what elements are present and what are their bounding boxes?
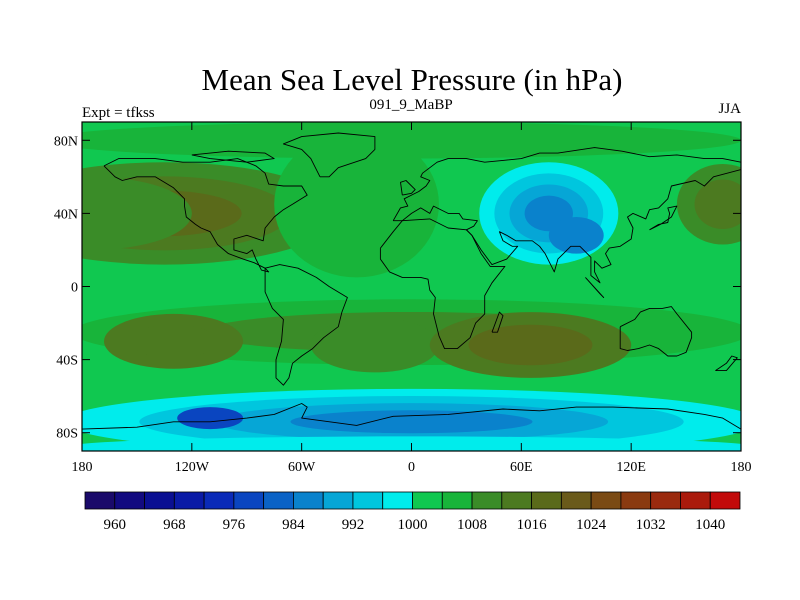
arctic-ridge-band (82, 122, 741, 159)
coastline (282, 132, 376, 178)
subtitle-left: Expt = tfkss (82, 105, 155, 121)
colorbar-swatch (560, 491, 592, 510)
colorbar-swatch (709, 491, 741, 510)
y-tick-label: 40S (56, 354, 78, 369)
colorbar-label: 1040 (695, 517, 725, 533)
colorbar-swatch (144, 491, 175, 510)
coastline (103, 158, 308, 273)
colorbar: 960 968 976 984 992 1000 1008 1016 1024 1032 1040 (84, 491, 741, 533)
colorbar-label: 1032 (636, 517, 666, 533)
colorbar-swatch (531, 491, 562, 510)
subtitle-right: JJA (718, 101, 741, 117)
coastline (379, 218, 506, 350)
x-tick-label: 60E (510, 460, 533, 475)
y-axis: 80N 40N 0 40S 80S (54, 134, 741, 442)
indian-ocean-high-band (468, 324, 593, 366)
colorbar-swatch (620, 491, 652, 510)
colorbar-label: 992 (342, 517, 365, 533)
colorbar-swatch (471, 491, 503, 510)
coastline (619, 306, 693, 357)
pacific-subtropical-ridge-band (82, 176, 192, 250)
subtitle-center: 091_9_MaBP (369, 97, 452, 113)
coastline (400, 180, 416, 196)
colorbar-label: 1016 (517, 517, 548, 533)
colorbar-swatch (352, 491, 384, 510)
colorbar-swatch (173, 491, 205, 510)
y-tick-label: 0 (71, 281, 78, 296)
colorbar-label: 984 (282, 517, 305, 533)
north-pacific-west-high-band (694, 179, 741, 229)
colorbar-swatch (263, 491, 294, 510)
southern-trough-deep-band (177, 407, 244, 430)
colorbar-label: 968 (163, 517, 186, 533)
colorbar-swatch (233, 491, 265, 510)
south-pacific-high-band (130, 324, 217, 359)
coastline (491, 311, 504, 333)
colorbar-label: 960 (104, 517, 127, 533)
y-tick-label: 80N (54, 134, 78, 149)
colorbar-swatch (650, 491, 681, 510)
colorbar-label: 1024 (576, 517, 607, 533)
colorbar-swatch (203, 491, 235, 510)
x-tick-label: 120W (175, 460, 210, 475)
colorbar-label: 1008 (457, 517, 487, 533)
colorbar-swatch (441, 491, 473, 510)
colorbar-swatch (293, 491, 324, 510)
coastline (191, 150, 275, 163)
plot-area (81, 121, 742, 452)
coastline (585, 277, 605, 298)
colorbar-swatch (382, 491, 413, 510)
coastline (715, 355, 738, 372)
colorbar-swatch (590, 491, 622, 510)
x-tick-label: 60W (288, 460, 316, 475)
colorbar-label: 1000 (398, 517, 428, 533)
x-tick-label: 180 (731, 460, 752, 475)
coastline (392, 147, 741, 284)
asian-low-core-band (548, 217, 604, 254)
colorbar-swatch (501, 491, 532, 510)
y-tick-label: 40N (54, 207, 78, 222)
x-axis: 180 120W 60W 0 60E 120E 180 (72, 122, 752, 475)
pressure-field (82, 122, 741, 451)
chart-title: Mean Sea Level Pressure (in hPa) (202, 62, 623, 97)
colorbar-label: 976 (223, 517, 246, 533)
coastline (82, 403, 741, 430)
colorbar-swatch (84, 491, 116, 510)
y-tick-label: 80S (56, 427, 78, 442)
colorbar-swatch (412, 491, 443, 510)
southern-trough-band (290, 410, 533, 434)
south-atlantic-high-band (310, 317, 439, 373)
x-tick-label: 180 (72, 460, 93, 475)
x-tick-label: 0 (408, 460, 415, 475)
coastline (264, 264, 348, 386)
x-tick-label: 120E (616, 460, 646, 475)
colorbar-swatch (114, 491, 145, 510)
coastline (649, 205, 678, 231)
colorbar-swatch (322, 491, 354, 510)
coastlines (82, 132, 741, 430)
colorbar-swatch (680, 491, 711, 510)
